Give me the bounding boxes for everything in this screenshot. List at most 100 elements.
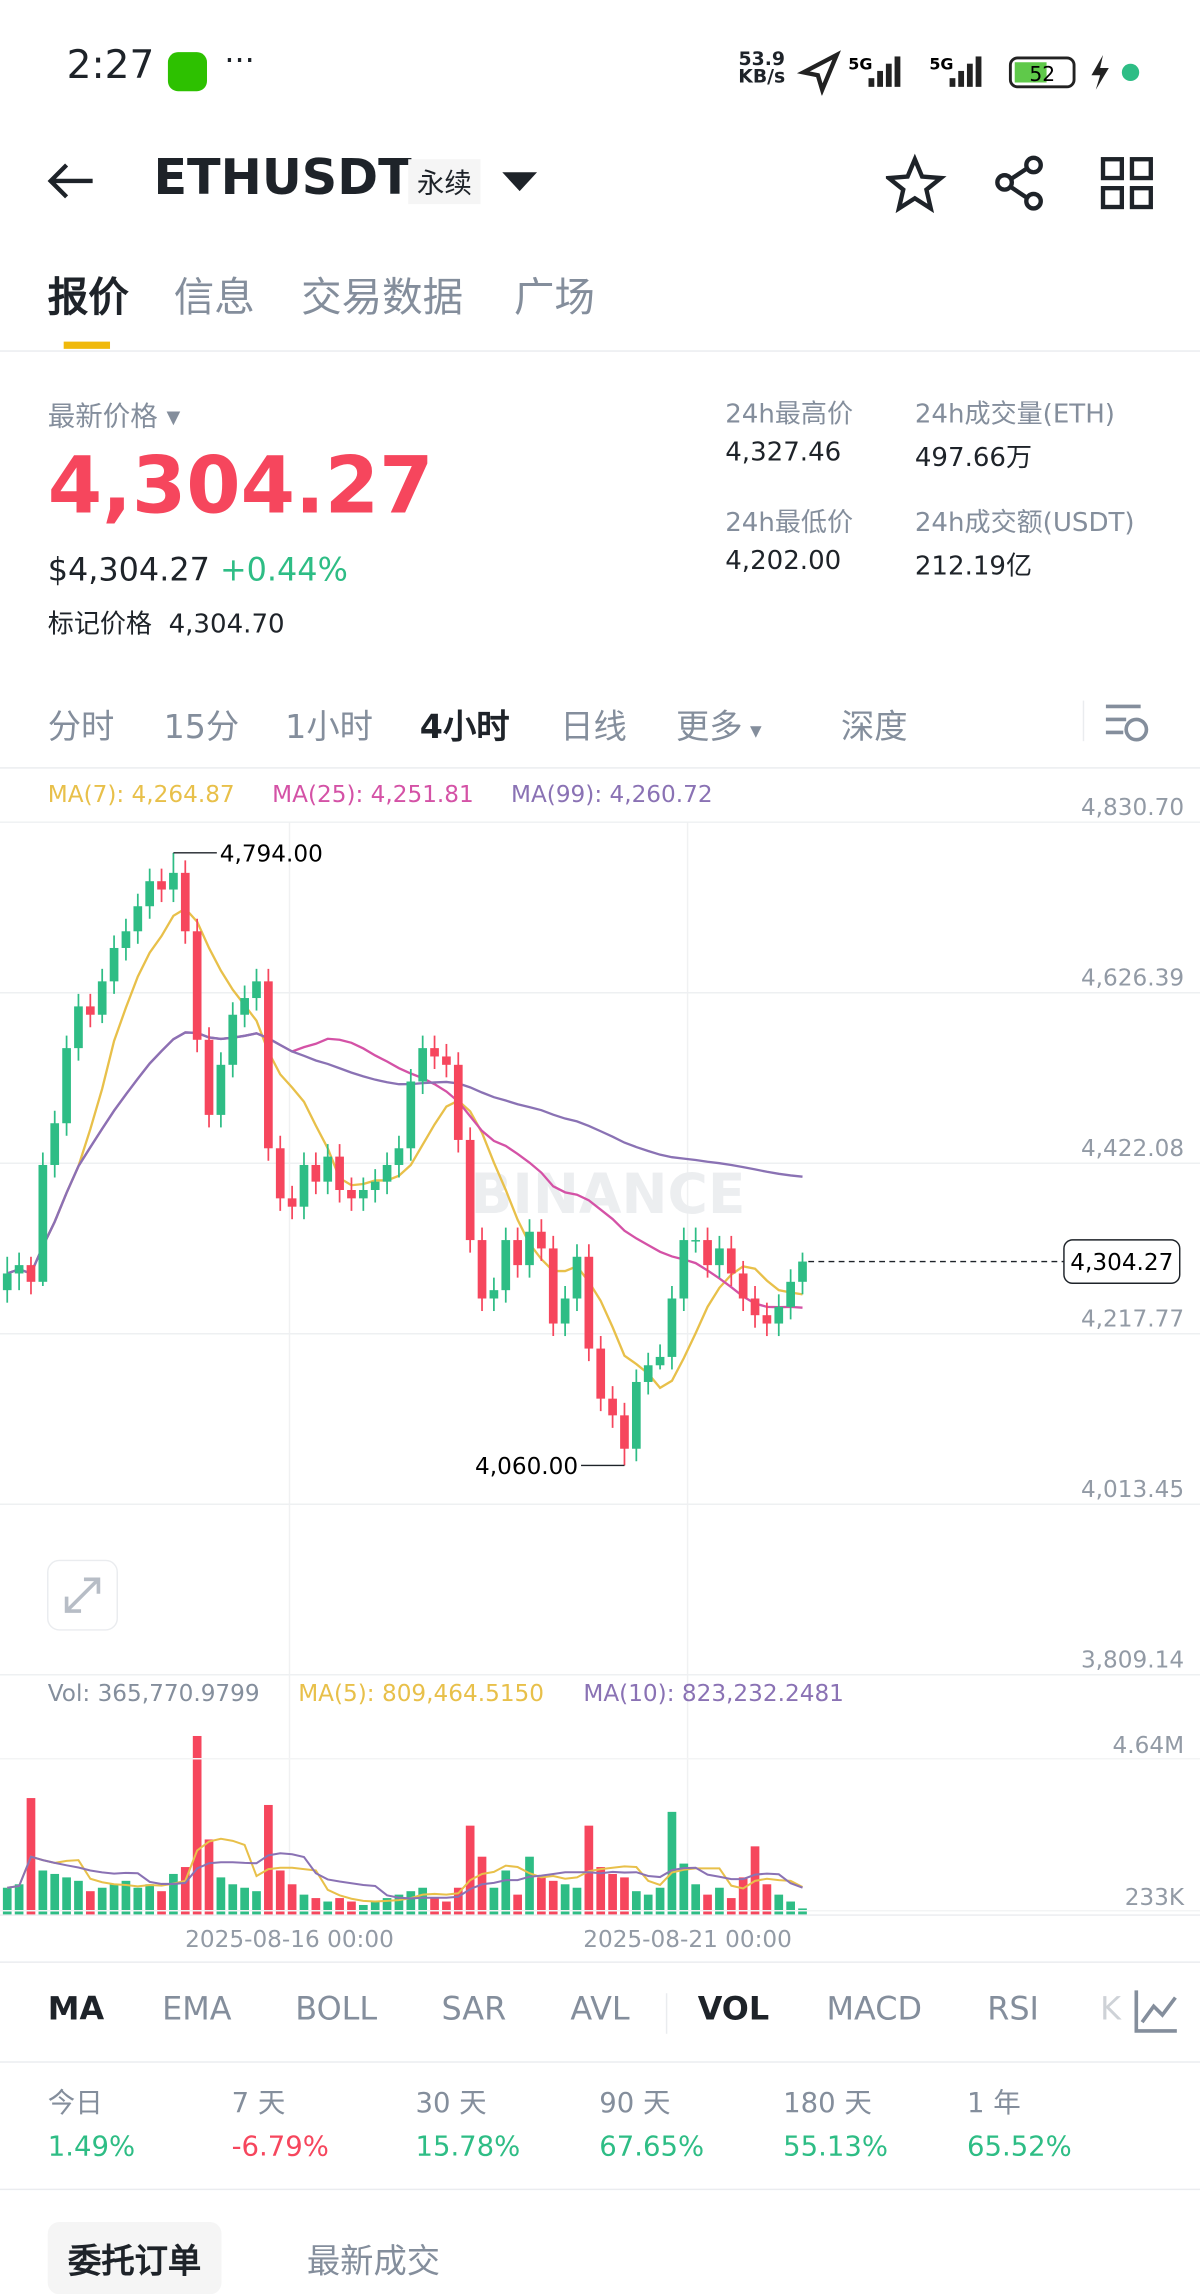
tab[interactable]: 报价	[47, 273, 129, 322]
candle-body	[192, 931, 202, 1040]
bottom-tab[interactable]: 最新成交	[306, 2243, 441, 2282]
usd-price: $4,304.27 +0.44%	[48, 553, 348, 589]
candle-body	[370, 1181, 380, 1191]
candle-body	[204, 1039, 214, 1115]
candle-body	[347, 1190, 356, 1199]
wechat-icon	[167, 52, 207, 92]
candle-body	[631, 1381, 641, 1449]
candle-body	[489, 1290, 499, 1299]
volume-bar	[370, 1901, 380, 1916]
divider	[0, 350, 1200, 352]
indicator[interactable]: EMA	[162, 1991, 232, 2028]
interval[interactable]: 分时	[47, 709, 115, 747]
indicator[interactable]: VOL	[697, 1991, 770, 2028]
volume-bar	[97, 1887, 107, 1916]
indicator[interactable]: RSI	[987, 1991, 1039, 2028]
interval[interactable]: 更多 ▾	[675, 709, 762, 747]
candle-body	[477, 1240, 487, 1299]
indicator[interactable]: BOLL	[295, 1991, 378, 2028]
volume-bar	[287, 1884, 297, 1916]
volume-bar	[726, 1898, 736, 1916]
divider	[0, 767, 1200, 769]
volume-bar	[798, 1908, 807, 1916]
volume-bar	[477, 1856, 487, 1916]
volume-bar	[121, 1880, 131, 1916]
share[interactable]	[995, 155, 1043, 211]
indicator[interactable]: AVL	[570, 1991, 630, 2028]
volume-bar	[774, 1894, 784, 1916]
volume-bar	[264, 1804, 273, 1916]
candle-body	[679, 1240, 689, 1299]
volume-bar	[679, 1863, 689, 1916]
header-actions	[885, 153, 1153, 214]
volume-bar	[762, 1884, 772, 1916]
interval[interactable]: 深度	[841, 709, 908, 747]
interval[interactable]: 4小时	[419, 709, 510, 747]
vol-legend: MA(5): 809,464.5150	[298, 1681, 544, 1707]
kline-chart: 4,830.70 4,626.39 4,422.08 4,217.77 4,013.45…	[0, 782, 1200, 1953]
volume-bar	[572, 1887, 582, 1916]
volume-bar	[50, 1873, 60, 1916]
candle-body	[537, 1231, 546, 1249]
grid-menu[interactable]	[1100, 157, 1153, 210]
volume-bar	[465, 1825, 475, 1916]
volume-bar	[204, 1839, 214, 1916]
indicator[interactable]: MACD	[826, 1991, 923, 2028]
volume-bar	[109, 1884, 119, 1916]
indicator[interactable]: K	[1100, 1991, 1122, 2028]
volume-bar	[667, 1811, 677, 1916]
volume-bar	[548, 1880, 558, 1916]
interval[interactable]: 1小时	[285, 709, 373, 747]
status-icons: 5G 5G 52	[796, 50, 1140, 96]
mark-label: 标记价格	[47, 609, 152, 640]
indicator[interactable]: SAR	[441, 1991, 507, 2028]
ma-legend: MA(99): 4,260.72	[511, 782, 713, 808]
volume-bar	[596, 1867, 606, 1916]
usd-value: $4,304.27	[47, 552, 210, 590]
volume-bar	[489, 1887, 499, 1916]
y-tick-label: 4,217.77	[1081, 1307, 1184, 1333]
favorite[interactable]	[885, 153, 947, 214]
candle-body	[311, 1164, 321, 1182]
divider	[1082, 700, 1085, 742]
indicator[interactable]: MA	[47, 1991, 105, 2028]
candle-body	[62, 1048, 71, 1124]
perf-value: -6.79%	[231, 2130, 329, 2163]
candle-body	[560, 1298, 570, 1324]
candle-body	[26, 1265, 36, 1282]
indicator-settings[interactable]	[1132, 1986, 1181, 2035]
bottom-tab[interactable]: 委托订单	[47, 2221, 222, 2294]
tab[interactable]: 交易数据	[301, 273, 464, 322]
stat-value: 4,327.46	[725, 437, 842, 468]
candle-body	[738, 1273, 748, 1299]
vol-legend: MA(10): 823,232.2481	[583, 1681, 844, 1707]
candle-body	[548, 1248, 558, 1324]
perf-value: 67.65%	[599, 2130, 705, 2163]
volume-bar	[62, 1877, 71, 1916]
candle-body	[157, 881, 166, 890]
candle-body	[667, 1298, 677, 1357]
fullscreen[interactable]	[46, 1559, 118, 1631]
candle-body	[596, 1348, 606, 1399]
speed-unit: KB/s	[738, 66, 786, 89]
perf-label: 90 天	[599, 2087, 671, 2120]
ma-line	[6, 1031, 803, 1275]
chart-settings[interactable]	[1103, 701, 1152, 744]
candle-body	[145, 881, 155, 907]
back-button[interactable]	[43, 156, 101, 205]
tab[interactable]: 广场	[513, 273, 595, 322]
candle-body	[228, 1014, 238, 1065]
perf-label: 7 天	[231, 2087, 286, 2120]
volume-bar	[453, 1887, 463, 1916]
candle-body	[406, 1081, 416, 1149]
volume-bar	[620, 1877, 629, 1916]
candle-body	[798, 1261, 807, 1282]
candle-body	[715, 1248, 724, 1266]
tab[interactable]: 信息	[173, 273, 255, 322]
symbol-dropdown[interactable]	[499, 168, 540, 194]
interval[interactable]: 15分	[163, 709, 240, 747]
speed: 53.9	[738, 49, 785, 71]
interval[interactable]: 日线	[560, 709, 627, 747]
volume-bar	[169, 1873, 178, 1916]
